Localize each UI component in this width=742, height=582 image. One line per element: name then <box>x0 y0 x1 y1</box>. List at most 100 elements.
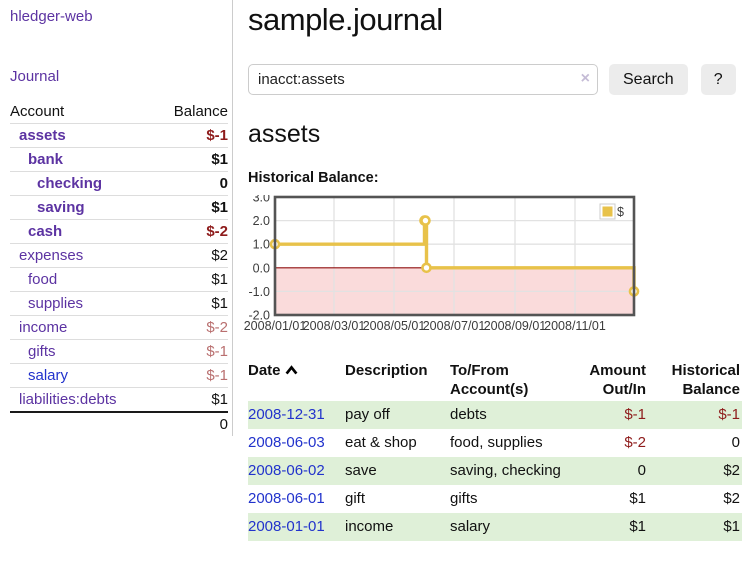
transaction-row[interactable]: 2008-01-01 income salary $1 $1 <box>248 513 742 541</box>
svg-text:2008/11/01: 2008/11/01 <box>544 319 606 333</box>
account-link-liabilities-debts[interactable]: liabilities:debts <box>19 391 117 408</box>
account-row: cash $-2 <box>10 219 228 244</box>
amount-column-header: Amount Out/In <box>589 362 646 398</box>
transaction-accounts: saving, checking <box>450 462 561 479</box>
account-balance: $1 <box>211 199 228 216</box>
transaction-accounts: debts <box>450 406 487 423</box>
transaction-description: save <box>345 462 377 479</box>
account-balance: $-2 <box>206 223 228 240</box>
search-button[interactable]: Search <box>609 64 688 95</box>
account-link-expenses[interactable]: expenses <box>19 247 84 264</box>
account-row: saving $1 <box>10 195 228 220</box>
account-row: assets $-1 <box>10 123 228 148</box>
account-table-header: Account Balance <box>10 100 228 124</box>
account-balance: $-1 <box>206 367 228 384</box>
transaction-balance: $1 <box>723 518 740 535</box>
account-row: gifts $-1 <box>10 339 228 364</box>
svg-text:2.0: 2.0 <box>253 214 270 228</box>
clear-search-icon[interactable]: × <box>580 70 590 87</box>
account-row: supplies $1 <box>10 291 228 316</box>
accounts-column-header: To/From Account(s) <box>450 362 529 398</box>
help-button[interactable]: ? <box>700 64 736 95</box>
transaction-description: eat & shop <box>345 434 417 451</box>
transaction-description: gift <box>345 490 366 507</box>
transaction-amount: $1 <box>629 490 646 507</box>
balance-column-header: Balance <box>173 103 228 120</box>
chart-title: Historical Balance: <box>248 170 379 186</box>
account-row: income $-2 <box>10 315 228 340</box>
transaction-row[interactable]: 2008-12-31 pay off debts $-1 $-1 <box>248 401 742 429</box>
account-balance: $-2 <box>206 319 228 336</box>
accounts-total-row: 0 <box>10 412 228 436</box>
sidebar: hledger-web Journal Account Balance asse… <box>0 0 233 436</box>
brand-link[interactable]: hledger-web <box>10 8 93 25</box>
historical-balance-chart: 3.0 2.0 1.0 0.0 -1.0 -2.0 2008/01/01 2008/03/01… <box>244 191 742 343</box>
account-balance: $-1 <box>206 127 228 144</box>
accounts-total-value: 0 <box>219 416 228 433</box>
transaction-description: income <box>345 518 394 535</box>
transaction-accounts: salary <box>450 518 491 535</box>
transaction-date-link[interactable]: 2008-06-02 <box>248 462 325 479</box>
account-link-assets[interactable]: assets <box>19 127 66 144</box>
transaction-amount: 0 <box>637 462 646 479</box>
account-balance: $2 <box>211 247 228 264</box>
transaction-row[interactable]: 2008-06-03 eat & shop food, supplies $-2 0 <box>248 429 742 457</box>
svg-text:1.0: 1.0 <box>253 238 270 252</box>
account-link-salary[interactable]: salary <box>28 367 69 384</box>
search-box: × <box>248 64 598 95</box>
transaction-amount: $-1 <box>624 406 646 423</box>
svg-text:0.0: 0.0 <box>253 261 270 275</box>
svg-text:3.0: 3.0 <box>253 195 270 205</box>
account-link-checking[interactable]: checking <box>37 175 103 192</box>
account-row: expenses $2 <box>10 243 228 268</box>
transaction-date-link[interactable]: 2008-01-01 <box>248 518 325 535</box>
account-balance-table: Account Balance assets $-1 bank $1 checking 0… <box>10 100 228 436</box>
svg-text:-2.0: -2.0 <box>248 309 270 323</box>
search-input[interactable] <box>248 64 598 95</box>
svg-text:2008/01/01: 2008/01/01 <box>244 319 306 333</box>
transaction-date-link[interactable]: 2008-06-01 <box>248 490 325 507</box>
transaction-amount: $1 <box>629 518 646 535</box>
svg-text:2008/05/01: 2008/05/01 <box>363 319 426 333</box>
account-balance: $1 <box>211 151 228 168</box>
account-link-gifts[interactable]: gifts <box>28 343 56 360</box>
svg-text:$: $ <box>617 205 624 219</box>
nav-journal-link[interactable]: Journal <box>10 68 60 85</box>
account-link-food[interactable]: food <box>28 271 58 288</box>
transaction-row[interactable]: 2008-06-01 gift gifts $1 $2 <box>248 485 742 513</box>
account-link-income[interactable]: income <box>19 319 68 336</box>
account-row: food $1 <box>10 267 228 292</box>
transaction-date-link[interactable]: 2008-06-03 <box>248 434 325 451</box>
account-balance: $1 <box>211 271 228 288</box>
account-link-cash[interactable]: cash <box>28 223 63 240</box>
transaction-description: pay off <box>345 406 390 423</box>
account-link-supplies[interactable]: supplies <box>28 295 84 312</box>
register-header-row: Date Description To/From Account(s) Amou… <box>248 359 742 401</box>
transaction-accounts: gifts <box>450 490 478 507</box>
main-content: sample.journal × Search ? assets Histori… <box>244 0 742 541</box>
sidebar-nav: Journal <box>10 68 228 86</box>
svg-text:2008/07/01: 2008/07/01 <box>423 319 486 333</box>
sort-ascending-icon <box>285 365 297 375</box>
account-link-saving[interactable]: saving <box>37 199 85 216</box>
search-bar: × Search ? <box>248 64 742 95</box>
transaction-row[interactable]: 2008-06-02 save saving, checking 0 $2 <box>248 457 742 485</box>
transaction-balance: 0 <box>731 434 740 451</box>
date-column-header[interactable]: Date <box>248 359 345 401</box>
transaction-date-link[interactable]: 2008-12-31 <box>248 406 325 423</box>
transaction-balance: $2 <box>723 462 740 479</box>
transaction-balance: $2 <box>723 490 740 507</box>
account-row: bank $1 <box>10 147 228 172</box>
description-column-header: Description <box>345 362 428 379</box>
register-table: Date Description To/From Account(s) Amou… <box>248 359 742 541</box>
svg-text:2008/09/01: 2008/09/01 <box>484 319 547 333</box>
svg-text:-1.0: -1.0 <box>248 285 270 299</box>
account-row: liabilities:debts $1 <box>10 387 228 413</box>
page-title: sample.journal <box>248 2 443 37</box>
account-balance: $1 <box>211 391 228 408</box>
account-column-header: Account <box>10 103 65 120</box>
account-row: checking 0 <box>10 171 228 196</box>
transaction-balance: $-1 <box>718 406 740 423</box>
account-link-bank[interactable]: bank <box>28 151 64 168</box>
svg-text:2008/03/01: 2008/03/01 <box>303 319 366 333</box>
